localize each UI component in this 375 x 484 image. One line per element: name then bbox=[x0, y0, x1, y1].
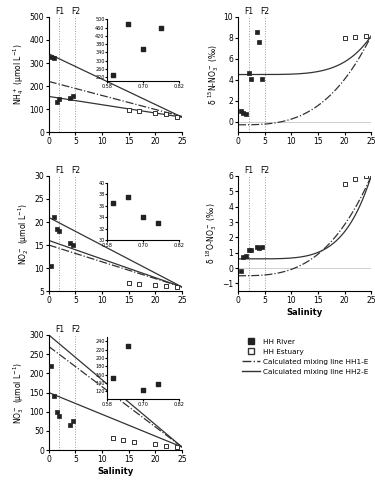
Point bbox=[352, 33, 358, 41]
Point bbox=[248, 246, 254, 254]
Point bbox=[243, 252, 249, 260]
Point bbox=[126, 106, 132, 114]
Point bbox=[174, 443, 180, 451]
Point bbox=[54, 408, 60, 416]
Point bbox=[56, 412, 62, 420]
Point bbox=[126, 279, 132, 287]
Point bbox=[363, 172, 369, 180]
X-axis label: Salinity: Salinity bbox=[97, 467, 134, 476]
Point bbox=[238, 107, 244, 115]
Text: F2: F2 bbox=[71, 325, 80, 334]
Point bbox=[256, 38, 262, 46]
Point bbox=[152, 281, 158, 289]
Text: F1: F1 bbox=[55, 325, 64, 334]
Point bbox=[352, 175, 358, 183]
Text: F2: F2 bbox=[260, 7, 269, 16]
Y-axis label: δ $^{18}$O-NO$_3^-$ (‰): δ $^{18}$O-NO$_3^-$ (‰) bbox=[204, 203, 219, 264]
Y-axis label: δ $^{15}$N-NO$_3^-$ (‰): δ $^{15}$N-NO$_3^-$ (‰) bbox=[206, 44, 221, 105]
Point bbox=[54, 98, 60, 106]
Point bbox=[246, 246, 252, 254]
Point bbox=[238, 267, 244, 275]
Point bbox=[131, 438, 137, 446]
Text: F2: F2 bbox=[71, 7, 80, 16]
Text: F1: F1 bbox=[244, 166, 253, 175]
Point bbox=[70, 417, 76, 425]
Point bbox=[163, 441, 169, 449]
Point bbox=[67, 421, 73, 429]
Point bbox=[48, 53, 54, 61]
Point bbox=[254, 242, 260, 250]
Point bbox=[248, 75, 254, 83]
Point bbox=[243, 110, 249, 118]
Text: F1: F1 bbox=[55, 166, 64, 175]
Point bbox=[152, 109, 158, 117]
Point bbox=[51, 393, 57, 400]
Point bbox=[136, 107, 142, 115]
Point bbox=[342, 34, 348, 42]
Point bbox=[120, 436, 126, 444]
Text: F2: F2 bbox=[260, 166, 269, 175]
Point bbox=[136, 280, 142, 288]
Point bbox=[363, 32, 369, 40]
Y-axis label: NH$_4^+$ (μmol L$^{-1}$): NH$_4^+$ (μmol L$^{-1}$) bbox=[12, 44, 27, 106]
Point bbox=[51, 213, 57, 221]
Y-axis label: NO$_3^-$ (μmol L$^{-1}$): NO$_3^-$ (μmol L$^{-1}$) bbox=[12, 362, 27, 424]
Point bbox=[48, 362, 54, 369]
Point bbox=[259, 242, 265, 250]
Point bbox=[240, 254, 246, 261]
X-axis label: Salinity: Salinity bbox=[286, 308, 323, 317]
Point bbox=[56, 95, 62, 103]
Point bbox=[48, 262, 54, 270]
Point bbox=[256, 244, 262, 252]
Point bbox=[70, 92, 76, 100]
Text: F2: F2 bbox=[71, 166, 80, 175]
Point bbox=[163, 282, 169, 290]
Point bbox=[259, 75, 265, 83]
Point bbox=[152, 440, 158, 448]
Legend: HH River, HH Estuary, Calculated mixing line HH1-E, Calculated mixing line HH2-E: HH River, HH Estuary, Calculated mixing … bbox=[242, 338, 369, 375]
Point bbox=[240, 109, 246, 117]
Text: F1: F1 bbox=[55, 7, 64, 16]
Point bbox=[174, 113, 180, 121]
Point bbox=[54, 225, 60, 233]
Point bbox=[246, 70, 252, 77]
Point bbox=[67, 94, 73, 102]
Point bbox=[163, 110, 169, 118]
Point bbox=[56, 227, 62, 235]
Point bbox=[110, 434, 116, 442]
Point bbox=[254, 28, 260, 35]
Point bbox=[51, 55, 57, 62]
Y-axis label: NO$_2^-$ (μmol L$^{-1}$): NO$_2^-$ (μmol L$^{-1}$) bbox=[16, 202, 32, 265]
Text: F1: F1 bbox=[244, 7, 253, 16]
Point bbox=[70, 241, 76, 249]
Point bbox=[342, 180, 348, 187]
Point bbox=[67, 239, 73, 247]
Point bbox=[174, 283, 180, 291]
